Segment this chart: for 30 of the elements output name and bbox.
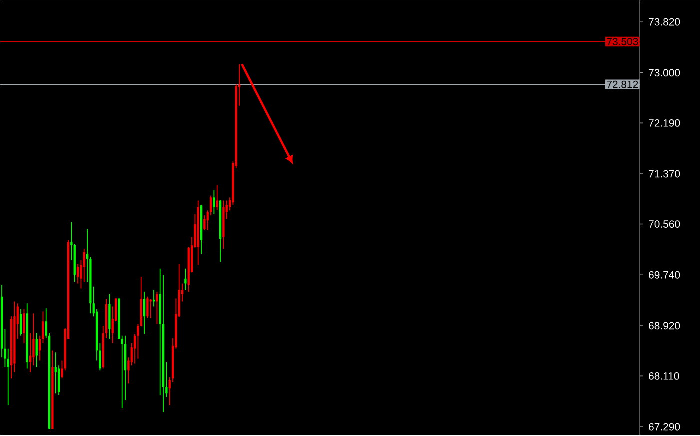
candlestick — [219, 200, 222, 262]
candlestick — [143, 292, 146, 334]
ref-line-label: 73.503 — [607, 38, 638, 46]
candlestick — [26, 304, 28, 369]
candlestick — [36, 334, 38, 368]
y-tick-label: 67.290 — [649, 424, 680, 431]
y-tick-label: 69.740 — [649, 272, 680, 280]
candlestick — [108, 294, 111, 340]
candlestick — [150, 300, 152, 319]
candlestick — [156, 292, 158, 324]
y-tick-label: 71.370 — [649, 170, 680, 178]
y-tick-label: 73.000 — [649, 69, 680, 77]
y-tick-label: 73.820 — [649, 18, 680, 26]
y-tick-label: 70.560 — [649, 220, 680, 228]
candlestick — [23, 309, 26, 344]
candlestick — [222, 200, 225, 250]
candlestick — [213, 190, 216, 215]
candlestick — [54, 352, 57, 394]
candlestick — [20, 309, 22, 336]
candlestick — [146, 297, 149, 319]
candlestick — [197, 200, 200, 266]
candlestick — [200, 205, 203, 254]
candlestick — [52, 351, 54, 430]
candlestick — [184, 269, 187, 290]
candlestick — [216, 185, 218, 210]
y-tick-label: 72.190 — [649, 120, 680, 128]
ref-line-label: 72.812 — [607, 81, 638, 89]
candlestick — [152, 290, 156, 307]
y-tick-label: 68.920 — [649, 322, 680, 330]
y-tick-label: 68.110 — [649, 372, 680, 380]
